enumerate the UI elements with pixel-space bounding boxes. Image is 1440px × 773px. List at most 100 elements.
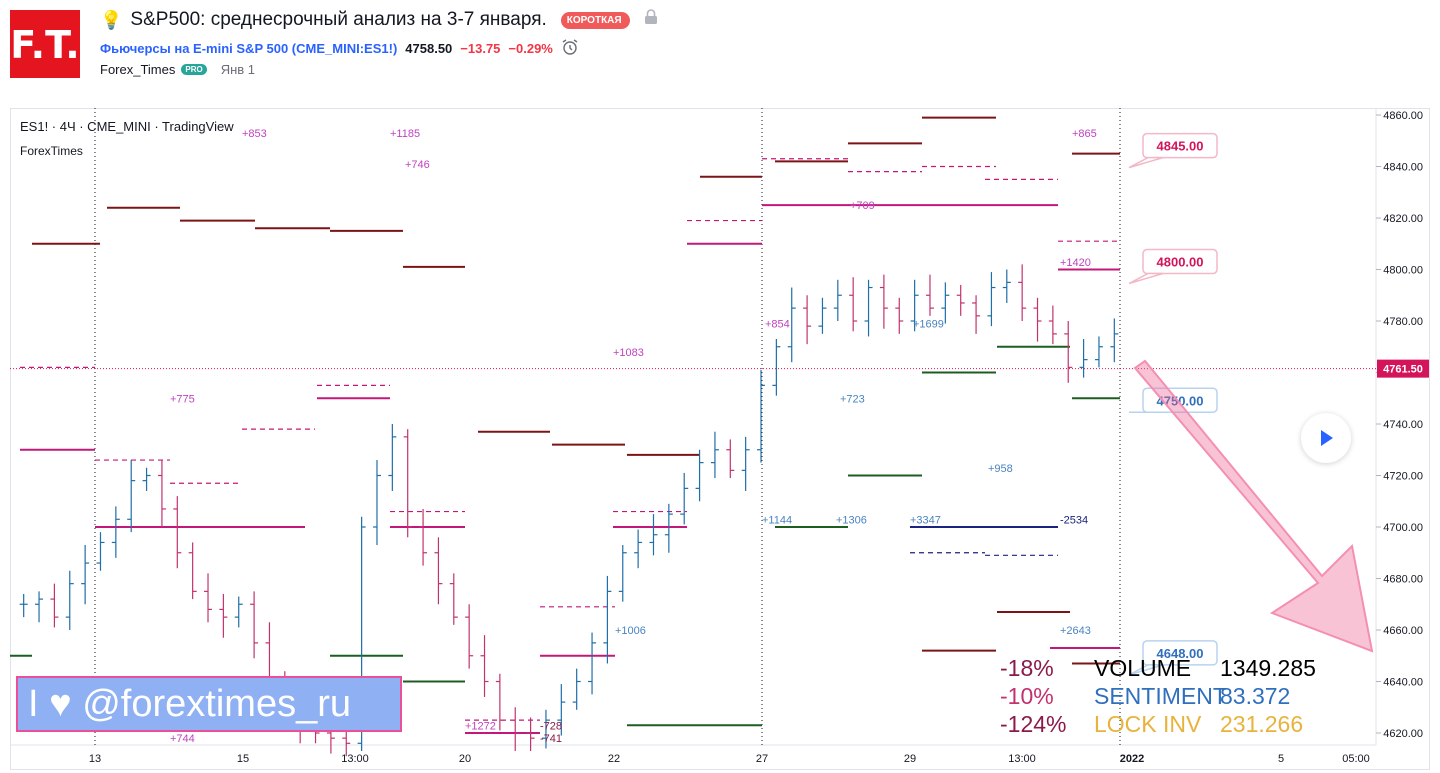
stat-label: VOLUME bbox=[1094, 654, 1192, 681]
author-info: Forex_Times PRO Янв 1 bbox=[100, 62, 255, 77]
symbol-code: CME_MINI:ES1! bbox=[296, 41, 393, 56]
y-tick-label: 4800.00 bbox=[1383, 265, 1423, 277]
level-annotation: +1083 bbox=[613, 347, 644, 359]
level-annotation: +1144 bbox=[762, 514, 792, 526]
x-tick-label: 13:00 bbox=[1008, 753, 1036, 765]
y-tick-label: 4640.00 bbox=[1383, 677, 1423, 689]
alarm-clock-icon[interactable] bbox=[561, 38, 579, 59]
x-tick-label: 27 bbox=[756, 753, 768, 765]
level-annotation: +2643 bbox=[1060, 625, 1091, 637]
level-annotation: +3347 bbox=[910, 514, 941, 526]
price-callout-label: 4750.00 bbox=[1157, 393, 1204, 408]
level-annotation: +744 bbox=[170, 733, 195, 745]
stat-pct: -10% bbox=[1000, 682, 1054, 709]
pro-badge: PRO bbox=[181, 64, 207, 75]
level-annotation: +853 bbox=[242, 128, 267, 140]
chart-canvas[interactable]: 4860.004840.004820.004800.004780.004760.… bbox=[10, 108, 1430, 770]
price-callout-box bbox=[1142, 387, 1218, 413]
stat-value: 1349.285 bbox=[1220, 654, 1316, 681]
idea-title: 💡 S&P500: среднесрочный анализ на 3-7 ян… bbox=[100, 9, 658, 31]
stat-row-lock-inv: -124% LOCK INV 231.266 bbox=[1000, 710, 1330, 738]
level-annotation: +1006 bbox=[615, 625, 646, 637]
x-tick-label: 20 bbox=[459, 753, 471, 765]
stat-row-volume: -18% VOLUME 1349.285 bbox=[1000, 654, 1330, 682]
current-price-tag bbox=[1377, 359, 1429, 378]
forecast-arrow bbox=[1133, 359, 1374, 653]
stats-panel: -18% VOLUME 1349.285 -10% SENTIMENT 83.3… bbox=[1000, 654, 1330, 738]
symbol-link[interactable]: Фьючерсы на E-mini S&P 500 (CME_MINI:ES1… bbox=[100, 41, 398, 56]
play-button[interactable] bbox=[1301, 413, 1351, 463]
current-price-label: 4761.50 bbox=[1383, 364, 1423, 376]
level-annotation: +775 bbox=[170, 393, 195, 405]
y-tick-label: 4840.00 bbox=[1383, 162, 1423, 174]
level-annotation: +1272 bbox=[465, 720, 496, 732]
lock-icon bbox=[644, 9, 658, 31]
price-change-percent: −0.29% bbox=[508, 41, 553, 56]
level-annotation: -2534 bbox=[1060, 514, 1088, 526]
x-tick-label: 05:00 bbox=[1342, 753, 1370, 765]
level-annotation: +1306 bbox=[836, 514, 867, 526]
x-tick-label: 29 bbox=[904, 753, 916, 765]
stat-label: LOCK INV bbox=[1094, 710, 1202, 737]
level-annotation: +1699 bbox=[913, 319, 944, 331]
price-chart[interactable]: 4860.004840.004820.004800.004780.004760.… bbox=[10, 108, 1430, 770]
stat-row-sentiment: -10% SENTIMENT 83.372 bbox=[1000, 682, 1330, 710]
stat-label: SENTIMENT bbox=[1094, 682, 1227, 709]
stat-pct: -18% bbox=[1000, 654, 1054, 681]
symbol-info: Фьючерсы на E-mini S&P 500 (CME_MINI:ES1… bbox=[100, 38, 579, 59]
stat-value: 231.266 bbox=[1220, 710, 1304, 737]
y-tick-label: 4780.00 bbox=[1383, 316, 1423, 328]
y-tick-label: 4700.00 bbox=[1383, 522, 1423, 534]
price-callout-label: 4845.00 bbox=[1157, 139, 1204, 154]
forex-times-logo: F.T. bbox=[10, 10, 80, 78]
x-tick-label: 15 bbox=[237, 753, 249, 765]
price-callout-box bbox=[1142, 248, 1218, 275]
watermark-banner: I ♥ @forextimes_ru bbox=[16, 676, 402, 732]
chart-border bbox=[10, 108, 1430, 770]
level-annotation: +709 bbox=[850, 200, 875, 212]
price-change: −13.75 bbox=[460, 41, 501, 56]
y-tick-label: 4820.00 bbox=[1383, 213, 1423, 225]
play-icon bbox=[1321, 430, 1333, 446]
y-tick-label: 4660.00 bbox=[1383, 625, 1423, 637]
publish-date: Янв 1 bbox=[220, 62, 256, 77]
stat-value: 83.372 bbox=[1220, 682, 1291, 709]
level-annotation: -741 bbox=[540, 733, 562, 745]
short-badge: КОРОТКАЯ bbox=[560, 11, 630, 29]
chart-legend: ES1! · 4Ч · CME_MINI · TradingView bbox=[20, 119, 234, 134]
price-callout-pointer bbox=[1128, 664, 1164, 676]
y-tick-label: 4740.00 bbox=[1383, 419, 1423, 431]
svg-text:F.T.: F.T. bbox=[10, 23, 79, 67]
chart-legend-indicator: ForexTimes bbox=[20, 144, 83, 158]
x-tick-label: 5 bbox=[1278, 753, 1284, 765]
lightbulb-icon: 💡 bbox=[100, 9, 123, 30]
x-tick-label: 2022 bbox=[1120, 753, 1144, 765]
price-callout-pointer bbox=[1128, 272, 1164, 285]
x-tick-label: 13:00 bbox=[341, 753, 369, 765]
level-annotation: +1420 bbox=[1060, 257, 1091, 269]
price-callout-box bbox=[1142, 132, 1218, 159]
y-tick-label: 4860.00 bbox=[1383, 110, 1423, 122]
x-tick-label: 22 bbox=[608, 753, 620, 765]
level-annotation: +865 bbox=[1072, 128, 1097, 140]
price-callout-pointer bbox=[1128, 156, 1164, 169]
y-tick-label: 4720.00 bbox=[1383, 471, 1423, 483]
level-annotation: +958 bbox=[988, 463, 1013, 475]
level-annotation: +1185 bbox=[390, 128, 420, 140]
symbol-price: 4758.50 bbox=[405, 41, 453, 56]
level-annotation: +746 bbox=[405, 159, 430, 171]
level-annotation: +723 bbox=[840, 393, 865, 405]
level-annotation: -728 bbox=[540, 720, 562, 732]
price-callout-box bbox=[1142, 640, 1218, 666]
y-tick-label: 4620.00 bbox=[1383, 728, 1423, 740]
price-callout-label: 4648.00 bbox=[1157, 646, 1204, 661]
price-callout-label: 4800.00 bbox=[1157, 255, 1204, 270]
x-tick-label: 13 bbox=[89, 753, 101, 765]
watermark-text: I ♥ @forextimes_ru bbox=[28, 682, 351, 725]
symbol-name: Фьючерсы на E-mini S&P 500 bbox=[100, 41, 289, 56]
y-tick-label: 4680.00 bbox=[1383, 574, 1423, 586]
stat-pct: -124% bbox=[1000, 710, 1067, 737]
ft-logo-icon: F.T. bbox=[10, 23, 79, 67]
level-annotation: +854 bbox=[765, 319, 790, 331]
author-name[interactable]: Forex_Times bbox=[100, 62, 176, 77]
